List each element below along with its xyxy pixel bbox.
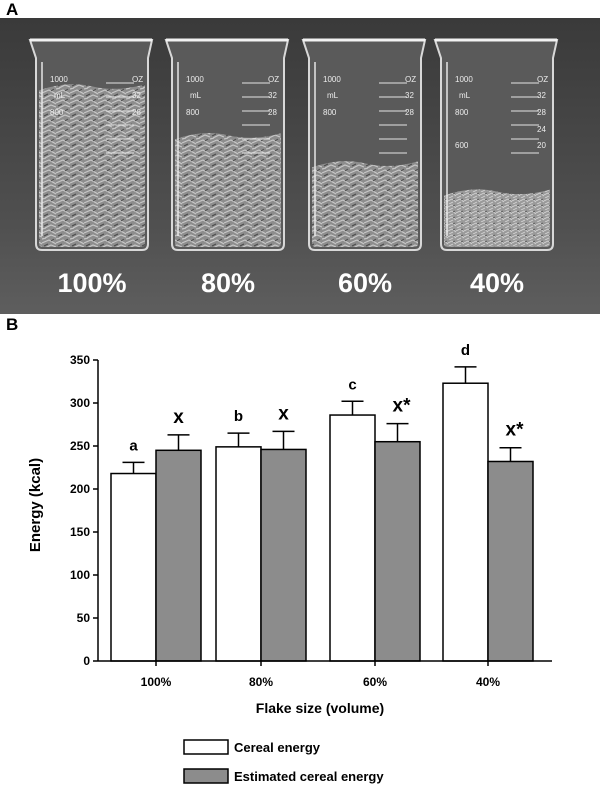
- legend-swatch: [183, 739, 229, 755]
- legend-swatch: [183, 768, 229, 784]
- x-tick-label: 80%: [249, 675, 273, 689]
- bar-chart: a x b x c x* d x* 0 50 100 150 200 250 300 350 100% 80% 6…: [27, 342, 552, 784]
- beaker-2: 1000 mL 800 OZ 32 28 80%: [164, 38, 290, 298]
- significance-label: d: [461, 342, 470, 359]
- beaker-marking: OZ: [537, 75, 548, 84]
- x-tick-label: 100%: [141, 675, 172, 689]
- beaker-marking: 1000: [455, 75, 473, 84]
- x-axis-label: Flake size (volume): [256, 700, 384, 716]
- beaker-marking: OZ: [132, 75, 143, 84]
- y-tick-label: 300: [70, 396, 90, 410]
- beaker-3: 1000 mL 800 OZ 32 28 60%: [301, 38, 427, 298]
- beaker-caption: 40%: [470, 268, 524, 298]
- x-tick-label: 60%: [363, 675, 387, 689]
- y-tick-label: 350: [70, 353, 90, 367]
- significance-label: c: [348, 376, 356, 393]
- legend-label: Estimated cereal energy: [234, 769, 384, 784]
- y-tick-label: 200: [70, 482, 90, 496]
- beaker-marking: 1000: [50, 75, 68, 84]
- panel-b-label: B: [6, 315, 19, 334]
- significance-label: x: [173, 407, 184, 428]
- y-tick-label: 250: [70, 439, 90, 453]
- significance-label: b: [234, 408, 243, 425]
- significance-label: x: [278, 403, 289, 424]
- beaker-marking: 600: [455, 141, 469, 150]
- beaker-marking: mL: [190, 91, 202, 100]
- beaker-caption: 80%: [201, 268, 255, 298]
- bar-estimated-cereal-energy: [155, 449, 202, 662]
- beaker-marking: 800: [186, 108, 200, 117]
- legend-label: Cereal energy: [234, 740, 321, 755]
- cereal-flakes: [175, 132, 281, 247]
- beaker-marking: 800: [50, 108, 64, 117]
- y-tick-label: 50: [77, 611, 91, 625]
- beaker-marking: 1000: [323, 75, 341, 84]
- y-tick-label: 150: [70, 525, 90, 539]
- beaker-marking: 32: [132, 91, 141, 100]
- chart-legend: Cereal energy Estimated cereal energy: [183, 739, 384, 784]
- beaker-marking: OZ: [405, 75, 416, 84]
- bar-estimated-cereal-energy: [260, 448, 307, 662]
- beaker-1: 1000 mL 800 OZ 32 28 100%: [28, 38, 154, 298]
- bar-cereal-energy: [215, 446, 262, 662]
- bar-estimated-cereal-energy: [374, 440, 421, 662]
- cereal-flakes: [444, 189, 550, 247]
- significance-label: x*: [506, 420, 525, 441]
- beaker-marking: 32: [405, 91, 414, 100]
- beaker-caption: 60%: [338, 268, 392, 298]
- beaker-marking: 28: [537, 108, 546, 117]
- y-tick-label: 0: [83, 654, 90, 668]
- beaker-marking: mL: [54, 91, 66, 100]
- beaker-marking: 20: [537, 141, 546, 150]
- beaker-marking: mL: [327, 91, 339, 100]
- beaker-marking: 800: [455, 108, 469, 117]
- significance-label: a: [129, 437, 138, 454]
- beaker-marking: 32: [268, 91, 277, 100]
- bar-cereal-energy: [110, 472, 157, 662]
- beakers-photo: 1000mL800OZ3228100%1000mL800OZ322880%100…: [0, 18, 600, 314]
- beaker-marking: 1000: [186, 75, 204, 84]
- beaker-marking: mL: [459, 91, 471, 100]
- beaker-marking: 800: [323, 108, 337, 117]
- beaker-caption: 100%: [57, 268, 126, 298]
- beaker-marking: 28: [405, 108, 414, 117]
- cereal-flakes: [312, 161, 418, 247]
- beaker-marking: 28: [132, 108, 141, 117]
- panel-a-label: A: [6, 0, 19, 19]
- bar-estimated-cereal-energy: [487, 460, 534, 662]
- significance-label: x*: [393, 396, 412, 417]
- bar-cereal-energy: [329, 414, 376, 662]
- bar-cereal-energy: [442, 382, 489, 662]
- y-tick-label: 100: [70, 568, 90, 582]
- beaker-marking: 28: [268, 108, 277, 117]
- x-tick-label: 40%: [476, 675, 500, 689]
- y-axis-label: Energy (kcal): [27, 458, 44, 552]
- beaker-marking: OZ: [268, 75, 279, 84]
- beaker-4: 1000 mL 800 OZ 32 28 600 24 20 40%: [433, 38, 559, 298]
- beaker-marking: 32: [537, 91, 546, 100]
- beaker-marking: 24: [537, 125, 546, 134]
